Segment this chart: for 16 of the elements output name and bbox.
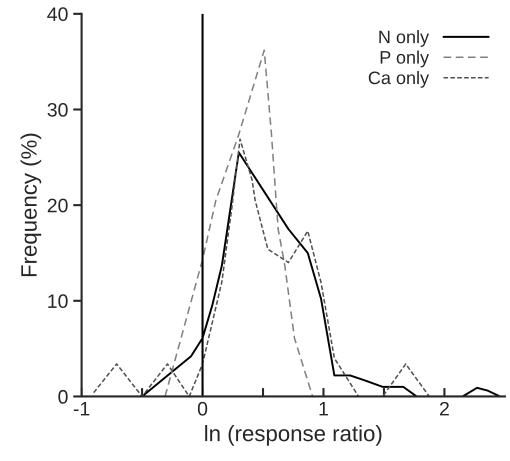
line-series: [164, 49, 314, 396]
legend-label: Ca only: [368, 70, 430, 88]
x-tick-label: 0: [198, 402, 208, 416]
y-tick-label: 40: [47, 7, 68, 22]
x-tick-label: -1: [74, 402, 90, 416]
x-axis-title: ln (response ratio): [205, 425, 382, 446]
legend-label: N only: [379, 30, 430, 47]
y-tick-label: 0: [58, 390, 68, 404]
y-tick-label: 10: [48, 294, 68, 308]
y-tick-label: 20: [48, 198, 68, 212]
y-axis-title: Frequency (%): [20, 134, 42, 276]
y-tick-label: 30: [48, 102, 68, 117]
legend-label: P only: [380, 50, 430, 68]
x-tick-label: 2: [440, 402, 449, 416]
x-tick-label: 1: [320, 402, 328, 416]
line-series: [92, 138, 430, 396]
